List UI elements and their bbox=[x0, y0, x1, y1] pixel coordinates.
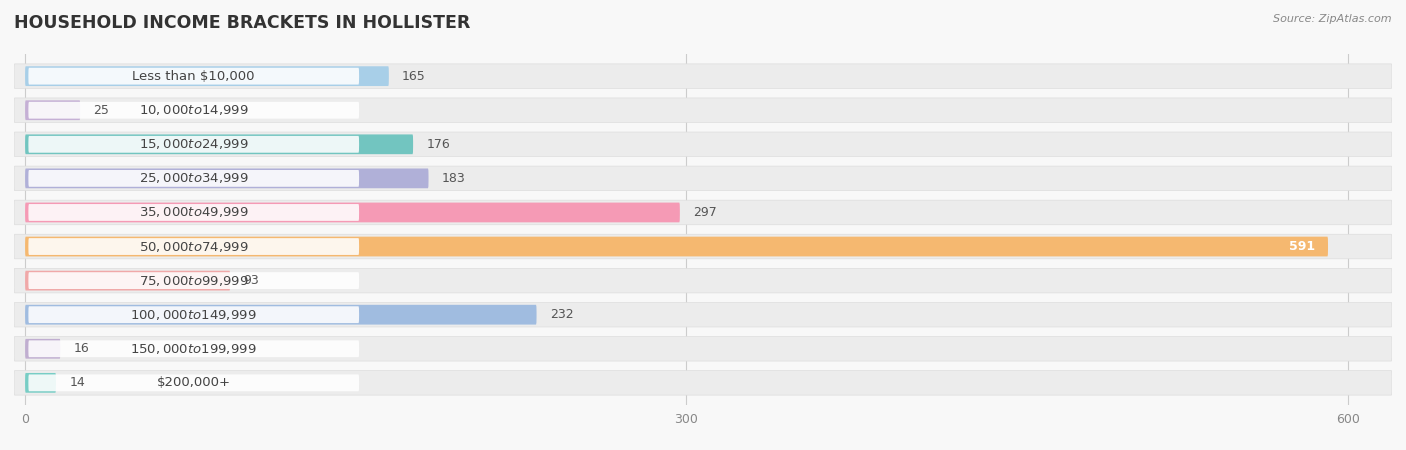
FancyBboxPatch shape bbox=[28, 204, 359, 221]
Text: 176: 176 bbox=[426, 138, 450, 151]
Text: $150,000 to $199,999: $150,000 to $199,999 bbox=[131, 342, 257, 356]
FancyBboxPatch shape bbox=[25, 339, 60, 359]
FancyBboxPatch shape bbox=[25, 373, 56, 393]
FancyBboxPatch shape bbox=[28, 238, 359, 255]
Text: $10,000 to $14,999: $10,000 to $14,999 bbox=[139, 103, 249, 117]
Text: HOUSEHOLD INCOME BRACKETS IN HOLLISTER: HOUSEHOLD INCOME BRACKETS IN HOLLISTER bbox=[14, 14, 471, 32]
Text: 14: 14 bbox=[69, 376, 84, 389]
Text: 297: 297 bbox=[693, 206, 717, 219]
Text: 165: 165 bbox=[402, 70, 426, 83]
FancyBboxPatch shape bbox=[28, 340, 359, 357]
FancyBboxPatch shape bbox=[25, 135, 413, 154]
FancyBboxPatch shape bbox=[14, 268, 1392, 293]
Text: Less than $10,000: Less than $10,000 bbox=[132, 70, 254, 83]
Text: $35,000 to $49,999: $35,000 to $49,999 bbox=[139, 206, 249, 220]
Text: 25: 25 bbox=[93, 104, 110, 117]
Text: 591: 591 bbox=[1289, 240, 1315, 253]
FancyBboxPatch shape bbox=[14, 337, 1392, 361]
FancyBboxPatch shape bbox=[14, 234, 1392, 259]
FancyBboxPatch shape bbox=[25, 305, 537, 324]
FancyBboxPatch shape bbox=[25, 271, 231, 291]
Text: Source: ZipAtlas.com: Source: ZipAtlas.com bbox=[1274, 14, 1392, 23]
FancyBboxPatch shape bbox=[14, 302, 1392, 327]
FancyBboxPatch shape bbox=[28, 136, 359, 153]
Text: $15,000 to $24,999: $15,000 to $24,999 bbox=[139, 137, 249, 151]
FancyBboxPatch shape bbox=[25, 168, 429, 188]
FancyBboxPatch shape bbox=[28, 170, 359, 187]
Text: $50,000 to $74,999: $50,000 to $74,999 bbox=[139, 239, 249, 253]
FancyBboxPatch shape bbox=[14, 200, 1392, 225]
FancyBboxPatch shape bbox=[14, 166, 1392, 191]
FancyBboxPatch shape bbox=[28, 306, 359, 323]
Text: $200,000+: $200,000+ bbox=[156, 376, 231, 389]
Text: 232: 232 bbox=[550, 308, 574, 321]
FancyBboxPatch shape bbox=[14, 64, 1392, 88]
FancyBboxPatch shape bbox=[25, 100, 80, 120]
FancyBboxPatch shape bbox=[25, 202, 681, 222]
FancyBboxPatch shape bbox=[28, 68, 359, 85]
Text: $75,000 to $99,999: $75,000 to $99,999 bbox=[139, 274, 249, 288]
FancyBboxPatch shape bbox=[28, 374, 359, 391]
FancyBboxPatch shape bbox=[28, 272, 359, 289]
FancyBboxPatch shape bbox=[25, 66, 389, 86]
Text: 16: 16 bbox=[73, 342, 90, 355]
FancyBboxPatch shape bbox=[14, 98, 1392, 122]
FancyBboxPatch shape bbox=[14, 371, 1392, 395]
Text: $25,000 to $34,999: $25,000 to $34,999 bbox=[139, 171, 249, 185]
FancyBboxPatch shape bbox=[14, 132, 1392, 157]
Text: 183: 183 bbox=[441, 172, 465, 185]
FancyBboxPatch shape bbox=[25, 237, 1329, 256]
FancyBboxPatch shape bbox=[28, 102, 359, 119]
Text: 93: 93 bbox=[243, 274, 259, 287]
Text: $100,000 to $149,999: $100,000 to $149,999 bbox=[131, 308, 257, 322]
